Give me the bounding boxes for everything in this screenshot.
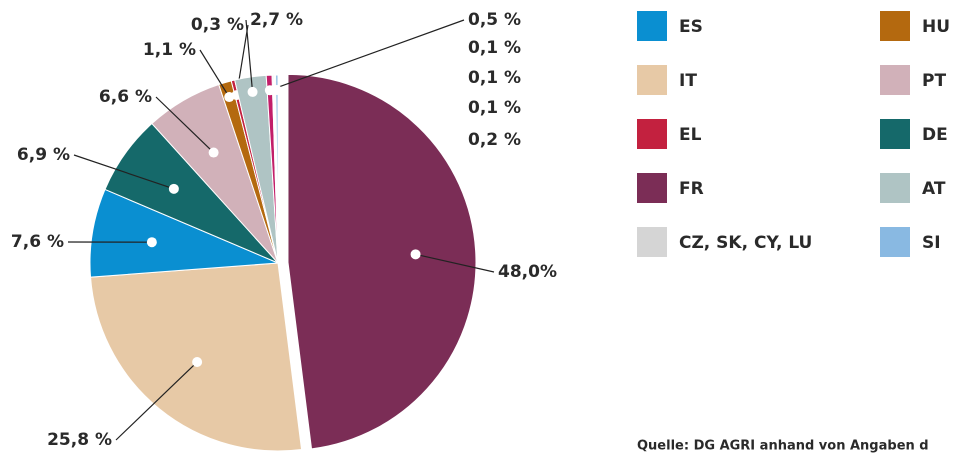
data-label: 0,3 % <box>191 15 244 35</box>
legend-label: CZ, SK, CY, LU <box>679 233 812 253</box>
data-label: 0,1 % <box>468 98 521 118</box>
legend-label: HU <box>922 17 950 37</box>
data-label: 6,6 % <box>99 87 152 107</box>
pie-slice <box>275 74 279 264</box>
data-label: 25,8 % <box>47 430 112 450</box>
label-dot <box>271 85 282 96</box>
data-label: 6,9 % <box>17 145 70 165</box>
data-label: 0,1 % <box>468 38 521 58</box>
leader-line <box>415 253 495 273</box>
data-label: 0,1 % <box>468 68 521 88</box>
data-label: 48,0% <box>498 262 557 282</box>
label-dot <box>247 86 258 97</box>
legend-swatch <box>637 173 667 203</box>
label-dot <box>168 183 179 194</box>
label-dot <box>192 357 203 368</box>
leader-line <box>115 361 198 441</box>
legend-label: IT <box>679 71 697 91</box>
legend-label: ES <box>679 17 703 37</box>
legend-label: PT <box>922 71 946 91</box>
data-label: 7,6 % <box>11 232 64 252</box>
label-dot <box>208 147 219 158</box>
data-label: 1,1 % <box>143 40 196 60</box>
data-label: 2,7 % <box>250 10 303 30</box>
legend-swatch <box>880 119 910 149</box>
pie-slice <box>287 73 477 450</box>
legend-swatch <box>637 11 667 41</box>
legend-label: SI <box>922 233 941 253</box>
legend-label: FR <box>679 179 704 199</box>
data-label: 0,5 % <box>468 10 521 30</box>
leader-line <box>245 19 254 92</box>
legend-swatch <box>880 65 910 95</box>
legend-swatch <box>880 11 910 41</box>
legend-swatch <box>637 119 667 149</box>
leader-line <box>199 49 230 98</box>
leader-line <box>269 19 465 91</box>
label-dot <box>410 249 421 260</box>
legend-swatch <box>637 65 667 95</box>
legend-label: DE <box>922 125 948 145</box>
data-label: 0,2 % <box>468 130 521 150</box>
source-note: Quelle: DG AGRI anhand von Angaben d <box>637 439 929 454</box>
legend-swatch <box>880 173 910 203</box>
pie-slice <box>89 262 303 452</box>
legend-swatch <box>880 227 910 257</box>
legend-swatch <box>637 227 667 257</box>
leader-line <box>155 96 215 153</box>
legend-label: AT <box>922 179 946 199</box>
leader-line <box>73 154 175 190</box>
label-dot <box>146 237 157 248</box>
legend-label: EL <box>679 125 702 145</box>
